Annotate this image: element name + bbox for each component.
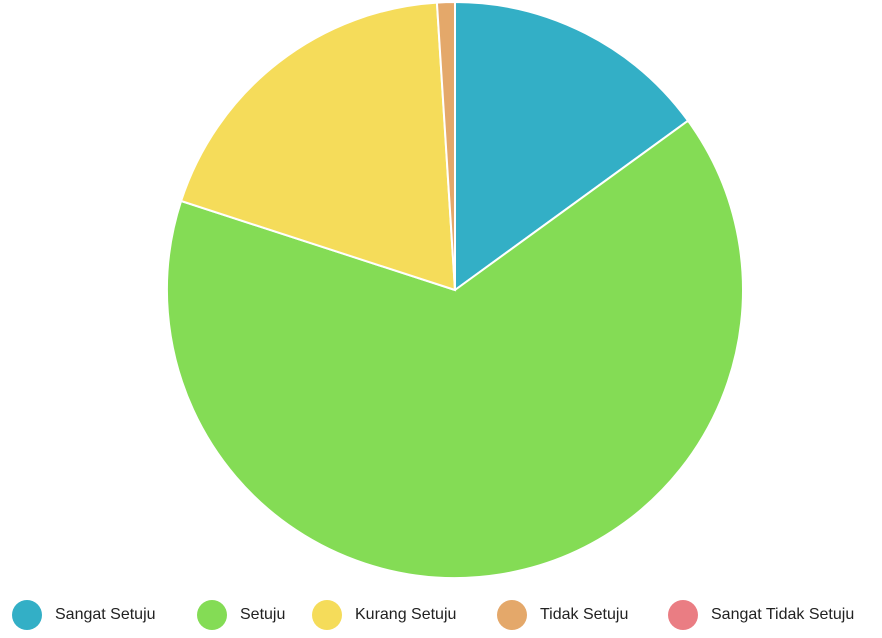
legend-swatch xyxy=(497,600,527,630)
legend-swatch xyxy=(668,600,698,630)
legend-swatch xyxy=(12,600,42,630)
legend-label: Setuju xyxy=(240,606,285,623)
legend-swatch xyxy=(312,600,342,630)
pie-slice xyxy=(454,0,690,292)
legend-swatch xyxy=(197,600,227,630)
legend-label: Sangat Tidak Setuju xyxy=(711,606,854,623)
legend-label: Tidak Setuju xyxy=(540,606,628,623)
legend-label: Kurang Setuju xyxy=(355,606,456,623)
pie-slice xyxy=(179,1,457,292)
pie-slice xyxy=(166,119,744,579)
legend-label: Sangat Setuju xyxy=(55,606,156,623)
